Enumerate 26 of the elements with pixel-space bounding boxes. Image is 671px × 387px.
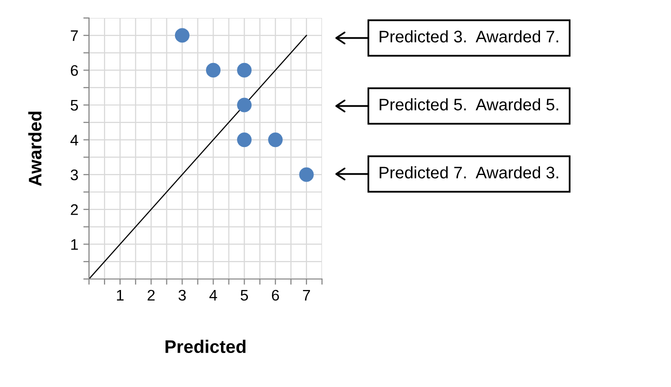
y-axis-title: Awarded bbox=[28, 112, 42, 186]
x-tick-label: 2 bbox=[148, 290, 155, 300]
text: Predicted 3. Awarded 7. bbox=[380, 30, 558, 42]
point bbox=[237, 62, 252, 78]
y-tick-label: 1 bbox=[71, 239, 78, 250]
x-tick-label: 6 bbox=[272, 290, 279, 301]
point bbox=[268, 132, 283, 148]
y-tick-label: 6 bbox=[70, 65, 78, 76]
point bbox=[237, 132, 252, 148]
point bbox=[299, 167, 314, 182]
y-tick-label: 2 bbox=[70, 204, 78, 215]
point bbox=[174, 28, 190, 43]
point bbox=[237, 98, 252, 112]
text: Predicted 7. Awarded 3. bbox=[380, 166, 558, 178]
x-tick-label: 3 bbox=[178, 290, 186, 301]
x-tick-label: 4 bbox=[209, 290, 218, 300]
y-tick-label: 3 bbox=[70, 169, 78, 180]
x-axis-title: Predicted bbox=[166, 340, 246, 354]
point bbox=[206, 62, 221, 78]
x-tick-label: 7 bbox=[303, 290, 310, 300]
y-tick-label: 5 bbox=[70, 100, 78, 111]
text: Predicted 5. Awarded 5. bbox=[380, 98, 558, 110]
y-tick-label: 4 bbox=[70, 134, 78, 146]
y-tick-label: 7 bbox=[70, 30, 78, 41]
x-tick-label: 5 bbox=[240, 290, 248, 301]
x-tick-label: 1 bbox=[116, 290, 124, 300]
